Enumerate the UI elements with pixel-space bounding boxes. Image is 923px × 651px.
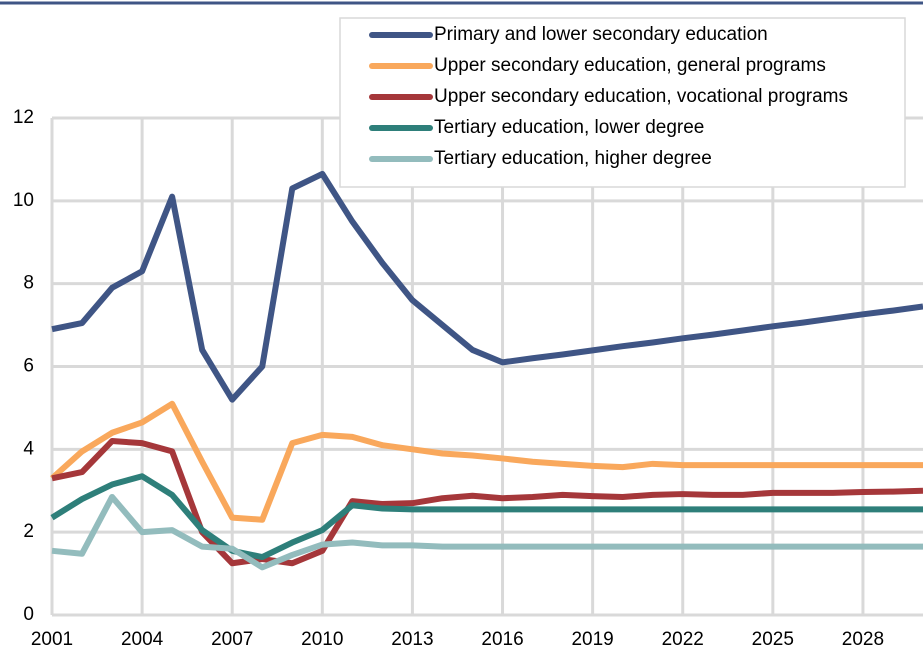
- legend-box: [339, 17, 906, 188]
- legend: Primary and lower secondary education Upp…: [339, 17, 906, 188]
- y-tick-label: 6: [23, 356, 34, 377]
- x-tick-label: 2010: [301, 629, 343, 650]
- legend-label: Tertiary education, higher degree: [434, 148, 712, 169]
- grid: [50, 116, 923, 617]
- x-tick-label: 2025: [752, 629, 794, 650]
- legend-label: Primary and lower secondary education: [434, 24, 768, 45]
- x-tick-label: 2022: [662, 629, 704, 650]
- axes: 0 2 4 6 8 10 12 2001 2004 2007 2010 2013 2016 2019 202…: [13, 107, 884, 650]
- x-tick-label: 2001: [31, 629, 73, 650]
- series-line: [51, 493, 923, 571]
- legend-label: Upper secondary education, vocational pr…: [434, 86, 848, 107]
- series-line: [51, 170, 923, 403]
- series-line: [49, 400, 923, 523]
- y-tick-label: 8: [23, 273, 34, 294]
- x-tick-label: 2019: [571, 629, 613, 650]
- x-tick-label: 2013: [391, 629, 433, 650]
- x-tick-label: 2007: [211, 629, 253, 650]
- x-tick-label: 2016: [481, 629, 523, 650]
- y-tick-label: 10: [13, 190, 34, 211]
- series-line: [51, 438, 923, 567]
- x-tick-label: 2028: [842, 629, 884, 650]
- y-tick-label: 2: [23, 521, 34, 542]
- series-line: [50, 473, 923, 561]
- y-tick-label: 0: [23, 604, 34, 625]
- y-tick-label: 4: [23, 438, 34, 459]
- legend-label: Tertiary education, lower degree: [434, 117, 704, 138]
- x-tick-label: 2004: [121, 629, 164, 650]
- lines: [49, 170, 923, 571]
- y-tick-label: 12: [13, 107, 34, 128]
- legend-label: Upper secondary education, general progr…: [434, 55, 826, 76]
